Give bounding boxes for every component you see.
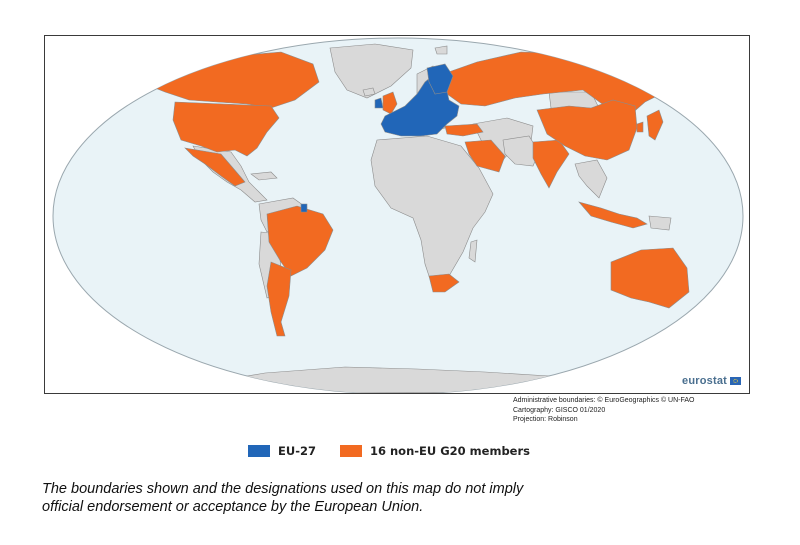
legend-item-eu: EU-27	[248, 444, 316, 458]
french-guiana	[300, 203, 308, 213]
disclaimer-line-2: official endorsement or acceptance by th…	[42, 499, 424, 515]
south-africa	[428, 273, 460, 293]
south-korea	[636, 121, 644, 133]
iceland	[362, 87, 376, 97]
legend-swatch-g20	[339, 445, 362, 457]
turkey	[444, 123, 484, 137]
map-credits: Administrative boundaries: © EuroGeograp…	[513, 396, 695, 425]
legend-item-g20: 16 non-EU G20 members	[339, 444, 530, 458]
eu-27	[300, 63, 460, 213]
australia	[610, 247, 690, 309]
credits-boundaries: Administrative boundaries: © EuroGeograp…	[513, 397, 695, 404]
g20-members	[102, 51, 696, 337]
eu-flag-icon	[730, 377, 741, 385]
legend: EU-27 16 non-EU G20 members	[248, 444, 530, 458]
ireland	[374, 97, 384, 109]
iran-pakistan	[502, 135, 540, 167]
argentina	[266, 261, 292, 337]
greenland	[329, 43, 414, 99]
eurostat-logo: eurostat	[682, 375, 741, 387]
legend-label-g20: 16 non-EU G20 members	[369, 444, 530, 458]
svalbard	[434, 45, 448, 55]
mexico	[184, 147, 246, 187]
china	[536, 99, 638, 161]
sweden-finland	[426, 63, 454, 95]
new-zealand	[708, 291, 724, 319]
disclaimer-line-1: The boundaries shown and the designation…	[42, 481, 524, 497]
credits-cartography: Cartography: GISCO 01/2020	[513, 406, 606, 414]
united-states	[172, 101, 280, 157]
japan	[646, 109, 664, 141]
madagascar	[468, 239, 478, 263]
saudi-arabia	[464, 139, 506, 173]
world-map	[52, 37, 744, 393]
eurostat-logo-text: eurostat	[682, 375, 727, 387]
papua-new-guinea	[648, 215, 672, 231]
legend-swatch-eu	[248, 445, 270, 457]
caribbean	[250, 171, 278, 181]
map-frame: eurostat	[44, 35, 750, 394]
southeast-asia	[574, 159, 608, 199]
credits-projection: Projection: Robinson	[513, 416, 578, 423]
legend-label-eu: EU-27	[278, 444, 316, 458]
disclaimer: The boundaries shown and the designation…	[42, 480, 602, 516]
alaska	[102, 71, 146, 95]
brazil	[266, 205, 334, 277]
indonesia	[578, 201, 648, 229]
